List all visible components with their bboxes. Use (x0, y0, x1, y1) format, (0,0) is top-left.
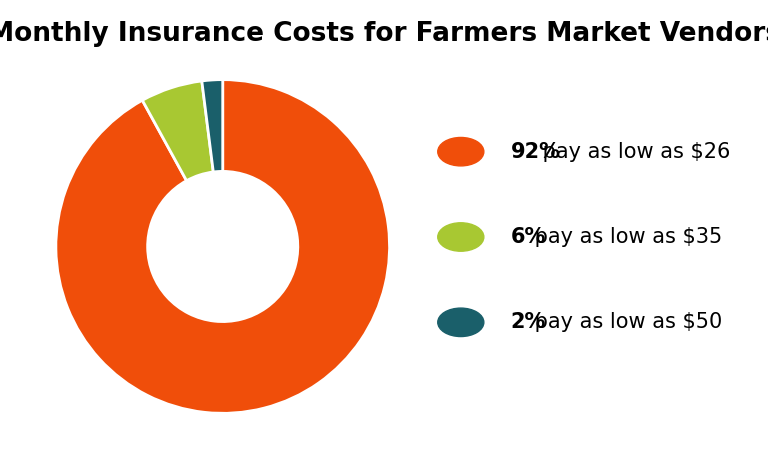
Wedge shape (56, 80, 389, 413)
Wedge shape (142, 81, 214, 181)
Wedge shape (202, 80, 223, 172)
Text: 2%: 2% (511, 312, 546, 332)
Text: pay as low as $50: pay as low as $50 (528, 312, 722, 332)
Text: pay as low as $26: pay as low as $26 (536, 142, 730, 162)
Text: 6%: 6% (511, 227, 546, 247)
Text: pay as low as $35: pay as low as $35 (528, 227, 722, 247)
Text: Monthly Insurance Costs for Farmers Market Vendors: Monthly Insurance Costs for Farmers Mark… (0, 21, 768, 47)
Text: 92%: 92% (511, 142, 561, 162)
